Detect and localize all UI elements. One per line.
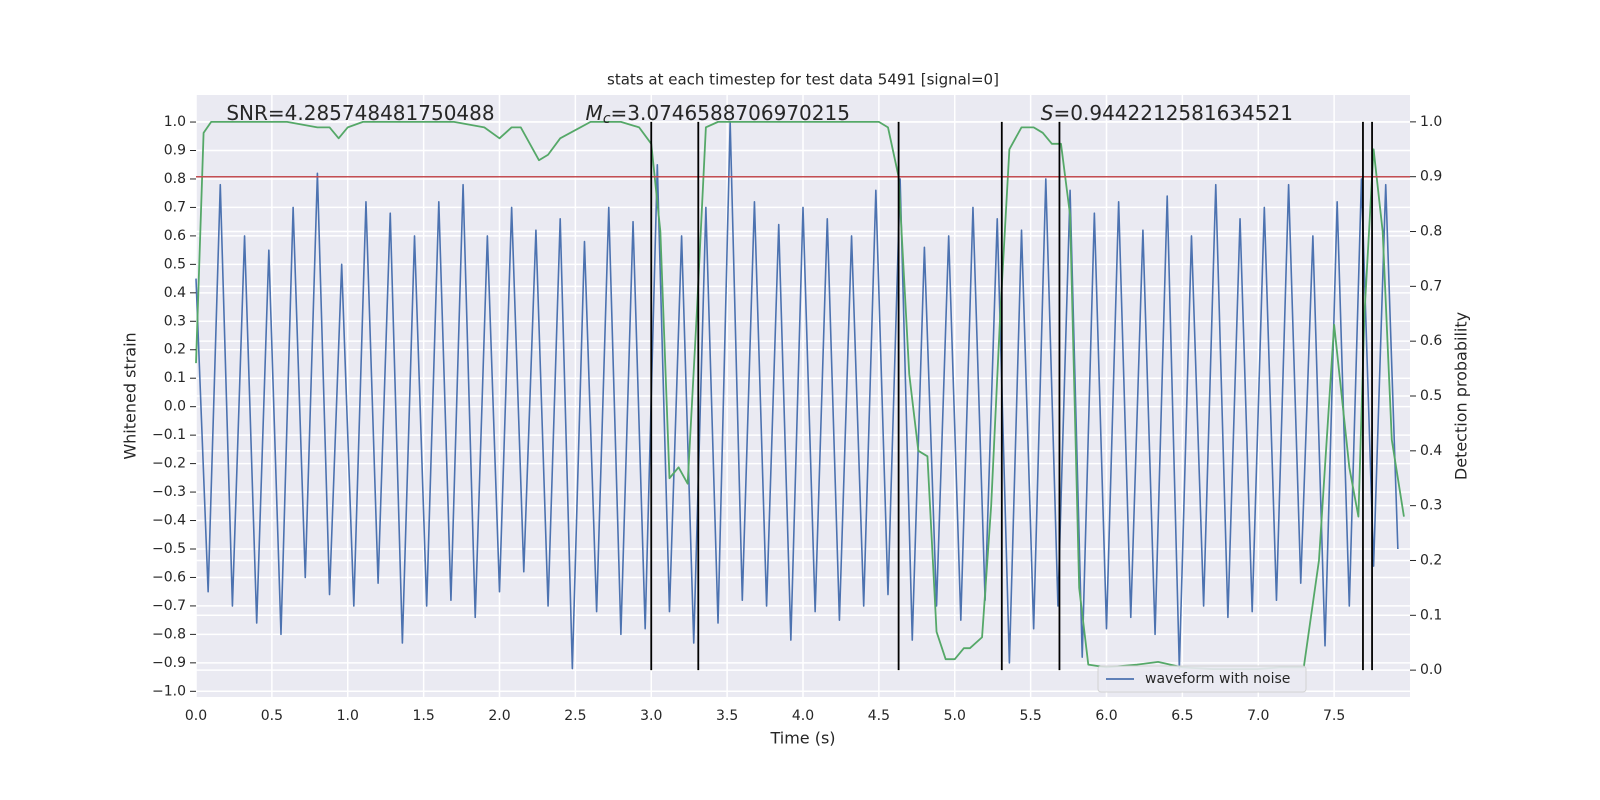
x-tick-label: 6.5 [1171,708,1193,724]
y-tick-label: 1.0 [164,114,186,130]
x-tick-label: 5.0 [944,708,966,724]
annotation-symbol: M [586,101,603,125]
annotation-text: =0.9442212581634521 [1054,101,1293,125]
annotation: S=0.9442212581634521 [1041,101,1293,125]
x-tick-label: 0.0 [185,708,207,724]
x-tick-label: 7.5 [1323,708,1345,724]
x-tick-label: 3.0 [640,708,662,724]
legend-box [1097,665,1307,693]
y-tick-label: −0.9 [152,655,186,671]
y-tick-label: −0.8 [152,626,186,642]
annotation-text: SNR=4.285748481750488 [226,101,494,125]
x-tick-label: 1.5 [412,708,434,724]
y-tick-label: 0.4 [164,285,186,301]
y2-tick-label: 0.0 [1420,662,1442,678]
y2-axis-label: Detection probability [1452,312,1471,480]
y-tick-label: −0.2 [152,456,186,472]
x-tick-label: 4.5 [868,708,890,724]
series-line [195,121,1399,670]
y-tick-label: 0.6 [164,228,186,244]
annotation: Mc=3.0746588706970215 [586,101,850,128]
y-tick-label: −0.7 [152,598,186,614]
y-tick-label: 0.9 [164,143,186,159]
annotation: SNR=4.285748481750488 [226,101,494,125]
y-tick-label: −0.3 [152,484,186,500]
annotation-text: =3.0746588706970215 [611,101,850,125]
y2-tick-label: 0.3 [1420,498,1442,514]
y2-tick-label: 0.7 [1420,278,1442,294]
y2-tick-label: 1.0 [1420,114,1442,130]
y2-tick-label: 0.6 [1420,333,1442,349]
y-tick-label: −0.5 [152,541,186,557]
y2-tick-label: 0.2 [1420,552,1442,568]
y2-tick-label: 0.9 [1420,169,1442,185]
y-axis-label: Whitened strain [121,332,140,459]
y-tick-label: 0.2 [164,342,186,358]
y-tick-label: −0.4 [152,513,186,529]
x-tick-label: 0.5 [261,708,283,724]
y-tick-label: 0.3 [164,313,186,329]
y-tick-label: 0.5 [164,256,186,272]
x-tick-label: 1.0 [337,708,359,724]
x-tick-label: 2.5 [564,708,586,724]
y2-tick-label: 0.5 [1420,388,1442,404]
x-tick-label: 6.0 [1095,708,1117,724]
x-tick-label: 5.5 [1019,708,1041,724]
y-tick-label: −1.0 [152,683,186,699]
y2-tick-label: 0.8 [1420,224,1442,240]
x-tick-label: 3.5 [716,708,738,724]
y2-tick-label: 0.1 [1420,607,1442,623]
annotation-subscript: c [603,111,611,127]
annotation-symbol: S [1041,101,1054,125]
chart-title: stats at each timestep for test data 549… [607,71,999,89]
x-tick-label: 7.0 [1247,708,1269,724]
y-tick-label: −0.6 [152,569,186,585]
x-axis-label: Time (s) [769,729,835,748]
y-tick-label: −0.1 [152,427,186,443]
y-tick-label: 0.0 [164,399,186,415]
y-tick-label: 0.8 [164,171,186,187]
legend-label: waveform with noise [1145,671,1290,687]
x-tick-label: 4.0 [792,708,814,724]
x-tick-label: 2.0 [488,708,510,724]
y-tick-label: 0.1 [164,370,186,386]
y2-tick-label: 0.4 [1420,443,1442,459]
y-tick-label: 0.7 [164,199,186,215]
